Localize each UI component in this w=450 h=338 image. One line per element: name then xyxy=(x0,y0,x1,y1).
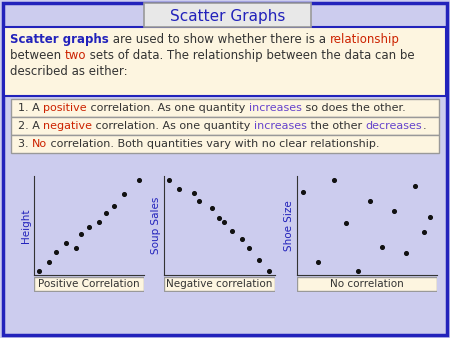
Point xyxy=(354,268,361,274)
Text: are used to show whether there is a: are used to show whether there is a xyxy=(109,33,329,46)
Text: Scatter graphs: Scatter graphs xyxy=(10,33,109,46)
Text: two: two xyxy=(65,49,86,62)
FancyBboxPatch shape xyxy=(11,117,439,135)
Point xyxy=(53,250,60,255)
Point xyxy=(238,237,246,242)
Point xyxy=(216,216,223,221)
Point xyxy=(300,190,307,195)
Point xyxy=(85,224,92,230)
Point xyxy=(120,192,127,197)
Point xyxy=(176,186,183,191)
Point xyxy=(266,268,273,274)
Text: 1. A: 1. A xyxy=(18,103,43,113)
Text: decreases: decreases xyxy=(366,121,423,131)
Point xyxy=(191,190,198,196)
FancyBboxPatch shape xyxy=(34,277,144,291)
Text: the other: the other xyxy=(307,121,366,131)
Y-axis label: Height: Height xyxy=(21,208,31,243)
Text: 3.: 3. xyxy=(18,139,32,149)
Point xyxy=(103,210,110,216)
Text: described as either:: described as either: xyxy=(10,65,128,78)
Text: negative: negative xyxy=(43,121,92,131)
Point xyxy=(63,240,70,246)
Point xyxy=(110,203,117,209)
FancyBboxPatch shape xyxy=(297,277,436,291)
FancyBboxPatch shape xyxy=(11,99,439,117)
Point xyxy=(166,177,173,183)
Point xyxy=(315,259,322,265)
Y-axis label: Shoe Size: Shoe Size xyxy=(284,200,294,251)
Text: 2. A: 2. A xyxy=(18,121,43,131)
Point xyxy=(366,199,373,204)
Point xyxy=(246,245,253,250)
Point xyxy=(411,184,418,189)
FancyBboxPatch shape xyxy=(144,3,311,27)
Text: Scatter Graphs: Scatter Graphs xyxy=(170,8,285,24)
Point xyxy=(342,220,349,225)
Text: increases: increases xyxy=(254,121,307,131)
Point xyxy=(208,205,216,210)
Text: No correlation: No correlation xyxy=(330,279,404,289)
Y-axis label: Soup Sales: Soup Sales xyxy=(152,197,162,254)
Text: Positive Correlation: Positive Correlation xyxy=(38,279,140,289)
Text: correlation. As one quantity: correlation. As one quantity xyxy=(87,103,249,113)
Point xyxy=(420,229,427,234)
Text: between: between xyxy=(10,49,65,62)
FancyBboxPatch shape xyxy=(4,27,446,96)
Point xyxy=(73,245,80,250)
Point xyxy=(378,244,386,249)
Point xyxy=(427,214,434,219)
X-axis label: Temperature: Temperature xyxy=(186,278,252,288)
Point xyxy=(256,258,263,263)
Text: No: No xyxy=(32,139,47,149)
Point xyxy=(330,177,337,183)
Point xyxy=(45,259,52,264)
Text: relationship: relationship xyxy=(329,33,400,46)
X-axis label: Shoe Size: Shoe Size xyxy=(63,278,114,288)
Text: correlation. As one quantity: correlation. As one quantity xyxy=(92,121,254,131)
Text: .: . xyxy=(423,121,426,131)
Text: sets of data. The relationship between the data can be: sets of data. The relationship between t… xyxy=(86,49,415,62)
X-axis label: Annual Income: Annual Income xyxy=(328,278,406,288)
Point xyxy=(35,268,42,274)
Point xyxy=(95,219,103,225)
Text: so does the other.: so does the other. xyxy=(302,103,405,113)
Point xyxy=(221,220,228,225)
Point xyxy=(228,228,235,234)
Point xyxy=(390,208,397,213)
Text: increases: increases xyxy=(249,103,302,113)
Text: correlation. Both quantities vary with no clear relationship.: correlation. Both quantities vary with n… xyxy=(47,139,380,149)
Point xyxy=(196,199,203,204)
Point xyxy=(402,250,410,256)
Point xyxy=(135,177,143,183)
Point xyxy=(78,231,85,237)
Text: positive: positive xyxy=(43,103,87,113)
Text: Negative correlation: Negative correlation xyxy=(166,279,273,289)
FancyBboxPatch shape xyxy=(11,135,439,153)
FancyBboxPatch shape xyxy=(164,277,274,291)
